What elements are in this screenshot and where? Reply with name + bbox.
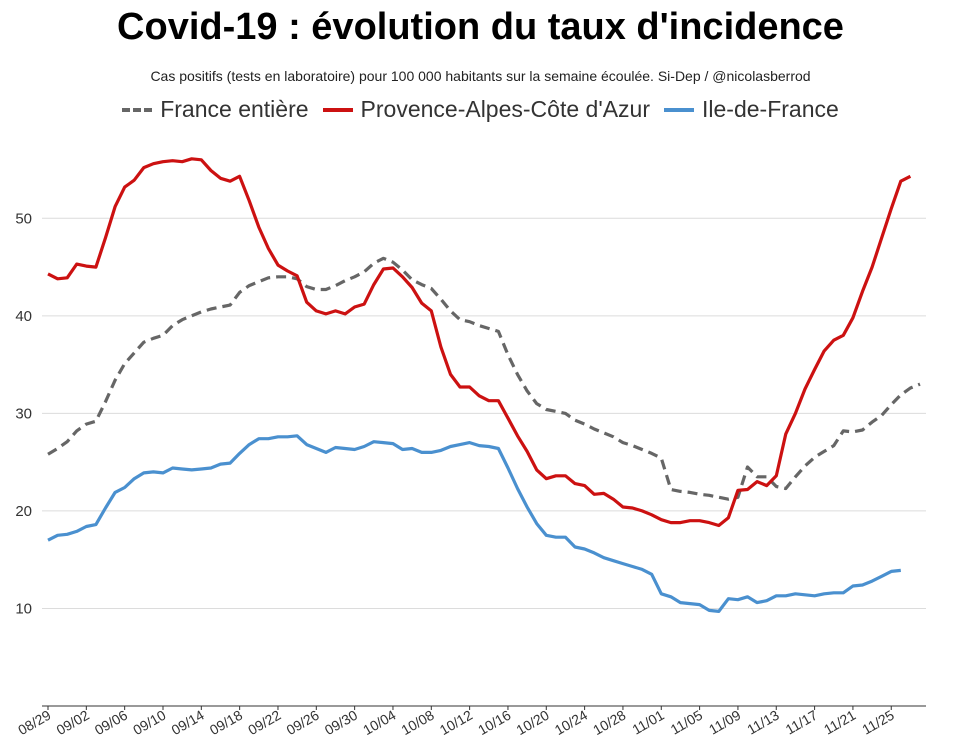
- y-tick-label-50: 50: [15, 210, 32, 227]
- y-tick-label-40: 40: [15, 308, 32, 325]
- x-tick-label-15: 10/28: [590, 707, 629, 738]
- x-tick-label-8: 09/30: [322, 707, 361, 738]
- x-tick-label-21: 11/21: [821, 707, 859, 738]
- x-tick-label-12: 10/16: [475, 707, 514, 738]
- legend-label-idf: Ile-de-France: [702, 96, 839, 122]
- legend-swatch-paca: [322, 107, 353, 112]
- x-tick-label-5: 09/18: [207, 707, 246, 738]
- chart-title: Covid-19 : évolution du taux d'incidence: [117, 6, 844, 48]
- x-tick-label-20: 11/17: [783, 707, 821, 738]
- x-tick-label-0: 08/29: [15, 707, 54, 738]
- x-tick-label-10: 10/08: [398, 707, 437, 738]
- x-tick-label-19: 11/13: [744, 707, 782, 738]
- legend-swatch-idf: [664, 107, 694, 112]
- x-tick-label-22: 11/25: [859, 707, 897, 738]
- series-line-paca: [47, 157, 912, 528]
- y-tick-label-30: 30: [15, 405, 32, 422]
- series-line-idf: [47, 434, 901, 613]
- legend-label-paca: Provence-Alpes-Côte d'Azur: [360, 96, 650, 122]
- x-tick-label-3: 09/10: [130, 707, 169, 738]
- legend-label-france: France entière: [160, 96, 309, 122]
- x-tick-label-18: 11/09: [706, 707, 744, 738]
- chart-subtitle: Cas positifs (tests en laboratoire) pour…: [150, 68, 811, 84]
- x-tick-label-4: 09/14: [168, 707, 207, 738]
- chart-legend: France entière Provence-Alpes-Côte d'Azu…: [0, 96, 961, 123]
- x-tick-label-17: 11/05: [668, 707, 706, 738]
- x-tick-label-11: 10/12: [437, 707, 476, 738]
- y-tick-label-20: 20: [15, 503, 32, 520]
- series-line-france: [47, 256, 921, 501]
- y-tick-label-10: 10: [15, 600, 32, 617]
- x-tick-label-2: 09/06: [92, 707, 131, 738]
- x-tick-label-6: 09/22: [245, 707, 284, 738]
- legend-swatch-france: [122, 107, 153, 112]
- x-tick-label-9: 10/04: [360, 707, 399, 738]
- legend-item-paca[interactable]: Provence-Alpes-Côte d'Azur: [322, 96, 650, 123]
- legend-item-france[interactable]: France entière: [122, 96, 309, 123]
- x-tick-label-1: 09/02: [53, 707, 92, 738]
- x-tick-label-13: 10/20: [513, 707, 552, 738]
- x-tick-label-7: 09/26: [283, 707, 322, 738]
- x-tick-label-16: 11/01: [629, 707, 667, 738]
- legend-item-idf[interactable]: Ile-de-France: [664, 96, 839, 123]
- x-tick-label-14: 10/24: [552, 707, 591, 738]
